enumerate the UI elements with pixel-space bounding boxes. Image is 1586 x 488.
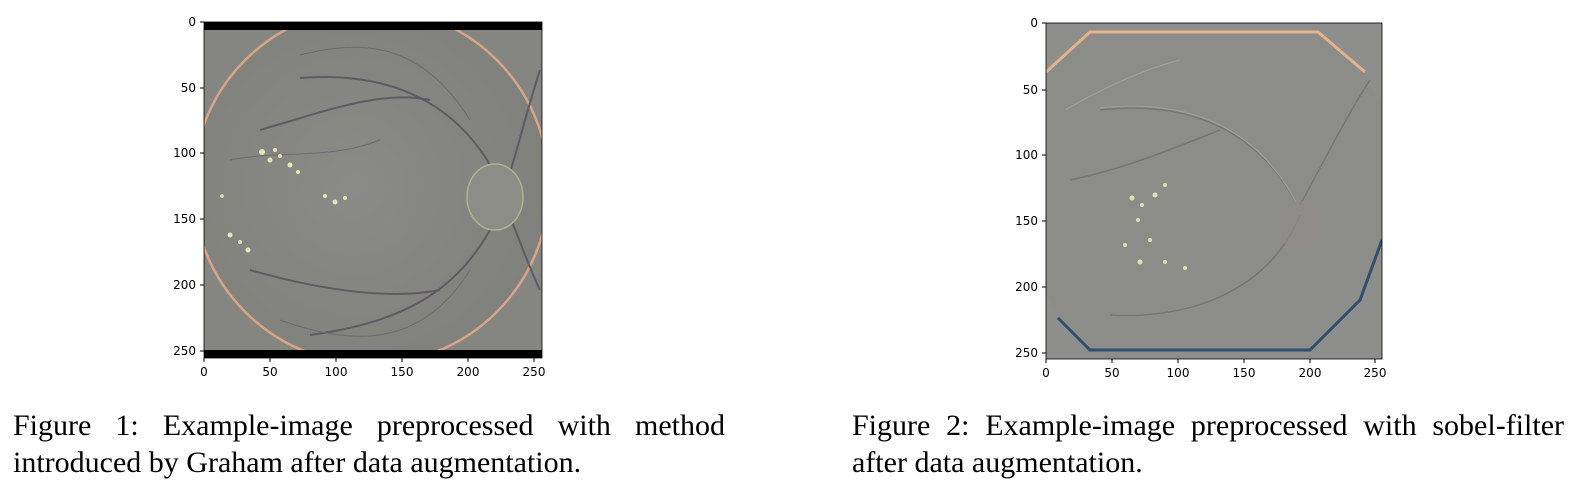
x-tick-label: 100 bbox=[325, 365, 348, 379]
figure-1-caption: Figure 1: Example-image preprocessed wit… bbox=[13, 409, 725, 479]
y-tick-label: 50 bbox=[181, 81, 196, 95]
figure-1-y-axis: 0 50 100 150 200 250 bbox=[173, 15, 204, 358]
figure-2-x-axis: 0 50 100 150 200 250 bbox=[1042, 359, 1386, 380]
y-tick-label: 0 bbox=[188, 15, 196, 29]
x-tick-label: 150 bbox=[391, 365, 414, 379]
x-tick-label: 50 bbox=[1104, 366, 1119, 380]
x-tick-label: 250 bbox=[1364, 366, 1387, 380]
figure-1-plot: 0 50 100 150 200 250 0 50 100 150 200 25… bbox=[173, 15, 545, 379]
x-tick-label: 150 bbox=[1233, 366, 1256, 380]
figure-2-y-axis: 0 50 100 150 200 250 bbox=[1015, 16, 1046, 360]
y-tick-label: 150 bbox=[173, 212, 196, 226]
figure-2-plot: 0 50 100 150 200 250 0 50 100 150 200 25… bbox=[1015, 16, 1386, 380]
figure-1: 0 50 100 150 200 250 0 50 100 150 200 25… bbox=[0, 0, 760, 488]
y-tick-label: 200 bbox=[1015, 280, 1038, 294]
x-tick-label: 250 bbox=[523, 365, 546, 379]
y-tick-label: 150 bbox=[1015, 214, 1038, 228]
y-tick-label: 100 bbox=[173, 146, 196, 160]
figure-1-x-axis: 0 50 100 150 200 250 bbox=[200, 358, 545, 379]
x-tick-label: 100 bbox=[1167, 366, 1190, 380]
y-tick-label: 100 bbox=[1015, 148, 1038, 162]
y-tick-label: 200 bbox=[173, 278, 196, 292]
x-tick-label: 50 bbox=[262, 365, 277, 379]
y-tick-label: 250 bbox=[1015, 346, 1038, 360]
figure-2: 0 50 100 150 200 250 0 50 100 150 200 25… bbox=[840, 0, 1586, 488]
x-tick-label: 200 bbox=[1299, 366, 1322, 380]
figure-2-caption: Figure 2: Example-image preprocessed wit… bbox=[852, 409, 1564, 479]
y-tick-label: 0 bbox=[1030, 16, 1038, 30]
x-tick-label: 200 bbox=[457, 365, 480, 379]
fundus-image-sobel bbox=[1045, 22, 1383, 360]
fundus-image-graham bbox=[203, 21, 543, 359]
y-tick-label: 50 bbox=[1023, 83, 1038, 97]
y-tick-label: 250 bbox=[173, 344, 196, 358]
x-tick-label: 0 bbox=[200, 365, 208, 379]
x-tick-label: 0 bbox=[1042, 366, 1050, 380]
